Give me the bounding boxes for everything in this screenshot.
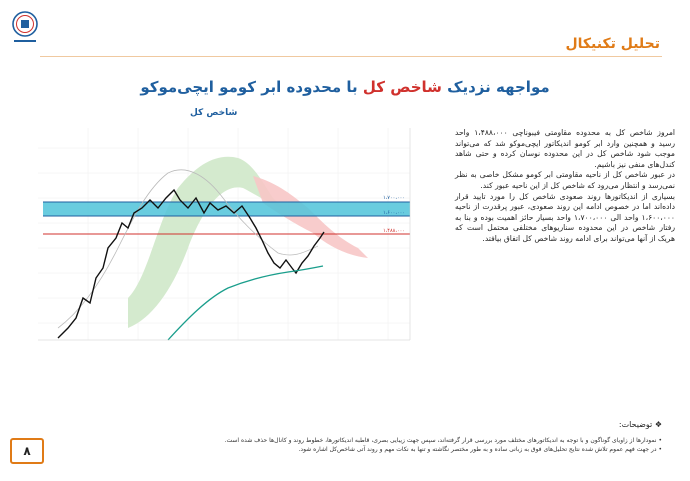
- resistance-band: [43, 202, 410, 216]
- analysis-text: امروز شاخص کل به محدوده مقاومتی فیبوناچی…: [455, 128, 675, 245]
- kumo-cloud-green: [128, 156, 283, 328]
- headline: مواجهه نزدیک شاخص کل با محدوده ابر کومو …: [0, 78, 690, 96]
- base-line-teal: [167, 265, 324, 341]
- note-item-text: در جهت فهم عموم تلاش شده نتایج تحلیل‌های…: [298, 446, 657, 453]
- company-logo: [12, 11, 38, 42]
- notes-list: • نمودارها از زاویای گوناگون و با توجه ب…: [102, 436, 662, 454]
- level-label-1700000: ۱،۷۰۰،۰۰۰: [383, 195, 405, 201]
- level-label-1488000: ۱،۴۸۸،۰۰۰: [383, 228, 405, 234]
- headline-suffix: با محدوده ابر کومو ایچی‌موکو: [140, 78, 363, 96]
- headline-prefix: مواجهه نزدیک: [441, 78, 550, 96]
- section-divider: [40, 56, 662, 57]
- index-chart: ۱،۷۰۰،۰۰۰ ۱،۶۰۰،۰۰۰ ۱،۴۸۸،۰۰۰: [38, 128, 433, 348]
- price-line: [57, 188, 325, 339]
- note-item: • در جهت فهم عموم تلاش شده نتایج تحلیل‌ه…: [298, 446, 663, 453]
- note-item: • نمودارها از زاویای گوناگون و با توجه ب…: [224, 437, 662, 444]
- headline-highlight: شاخص کل: [362, 78, 442, 96]
- level-label-1600000: ۱،۶۰۰،۰۰۰: [383, 210, 405, 216]
- analysis-paragraph-3: بسیاری از اندیکاتورها روند صعودی شاخص کل…: [455, 191, 675, 243]
- chart-grid: [38, 128, 410, 340]
- analysis-paragraph-1: امروز شاخص کل به محدوده مقاومتی فیبوناچی…: [455, 128, 675, 169]
- page-number: ۸: [10, 438, 44, 464]
- analysis-paragraph-2: در عبور شاخص کل از ناحیه مقاومتی ابر کوم…: [455, 170, 675, 190]
- note-item-text: نمودارها از زاویای گوناگون و با توجه به …: [224, 437, 657, 444]
- notes-heading-text: توضیحات:: [618, 420, 653, 429]
- kumo-cloud-red: [253, 176, 368, 258]
- lagging-line-gray: [57, 169, 319, 329]
- notes-heading: ❖ توضیحات:: [618, 420, 662, 429]
- chart-title: شاخص کل: [190, 108, 238, 118]
- section-title: تحلیل تکنیکال: [565, 36, 660, 52]
